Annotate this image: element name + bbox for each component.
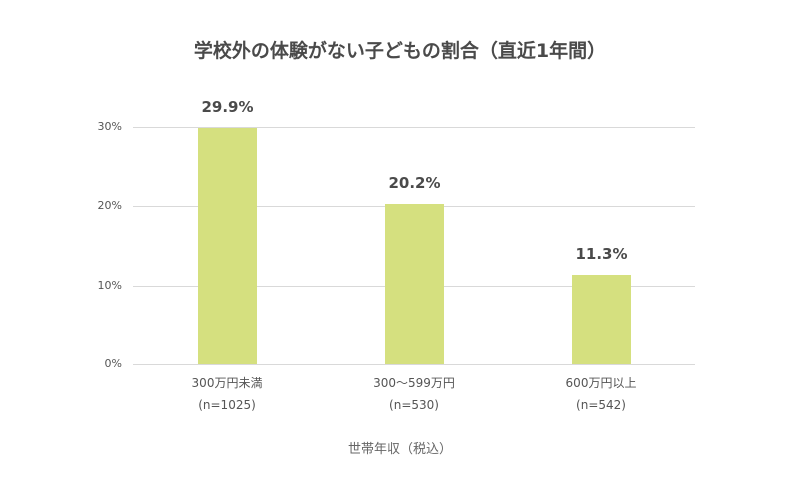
- x-axis-title: 世帯年収（税込）: [347, 442, 452, 457]
- value-label: 11.3%: [575, 244, 628, 263]
- bar-300-599: [385, 204, 444, 364]
- y-tick-30: 30%: [97, 120, 122, 133]
- category-label: 300〜599万円: [373, 376, 455, 390]
- x-category: 600万円以上 (n=542): [521, 372, 681, 416]
- gridline-30: [133, 127, 695, 128]
- baseline-0: [133, 364, 695, 365]
- bar-under-300: [198, 127, 257, 364]
- y-tick-10: 10%: [97, 279, 122, 292]
- chart-title: 学校外の体験がない子どもの割合（直近1年間）: [193, 40, 607, 62]
- value-label: 29.9%: [201, 97, 254, 116]
- bar-600-plus: [572, 274, 631, 364]
- category-label: 600万円以上: [565, 376, 637, 390]
- value-label: 20.2%: [388, 174, 441, 193]
- y-tick-0: 0%: [104, 357, 122, 370]
- y-tick-20: 20%: [97, 199, 122, 212]
- x-category: 300〜599万円 (n=530): [334, 372, 494, 416]
- sample-size-label: (n=1025): [198, 398, 256, 412]
- sample-size-label: (n=542): [576, 398, 626, 412]
- category-label: 300万円未満: [191, 376, 263, 390]
- x-category: 300万円未満 (n=1025): [147, 372, 307, 416]
- sample-size-label: (n=530): [389, 398, 439, 412]
